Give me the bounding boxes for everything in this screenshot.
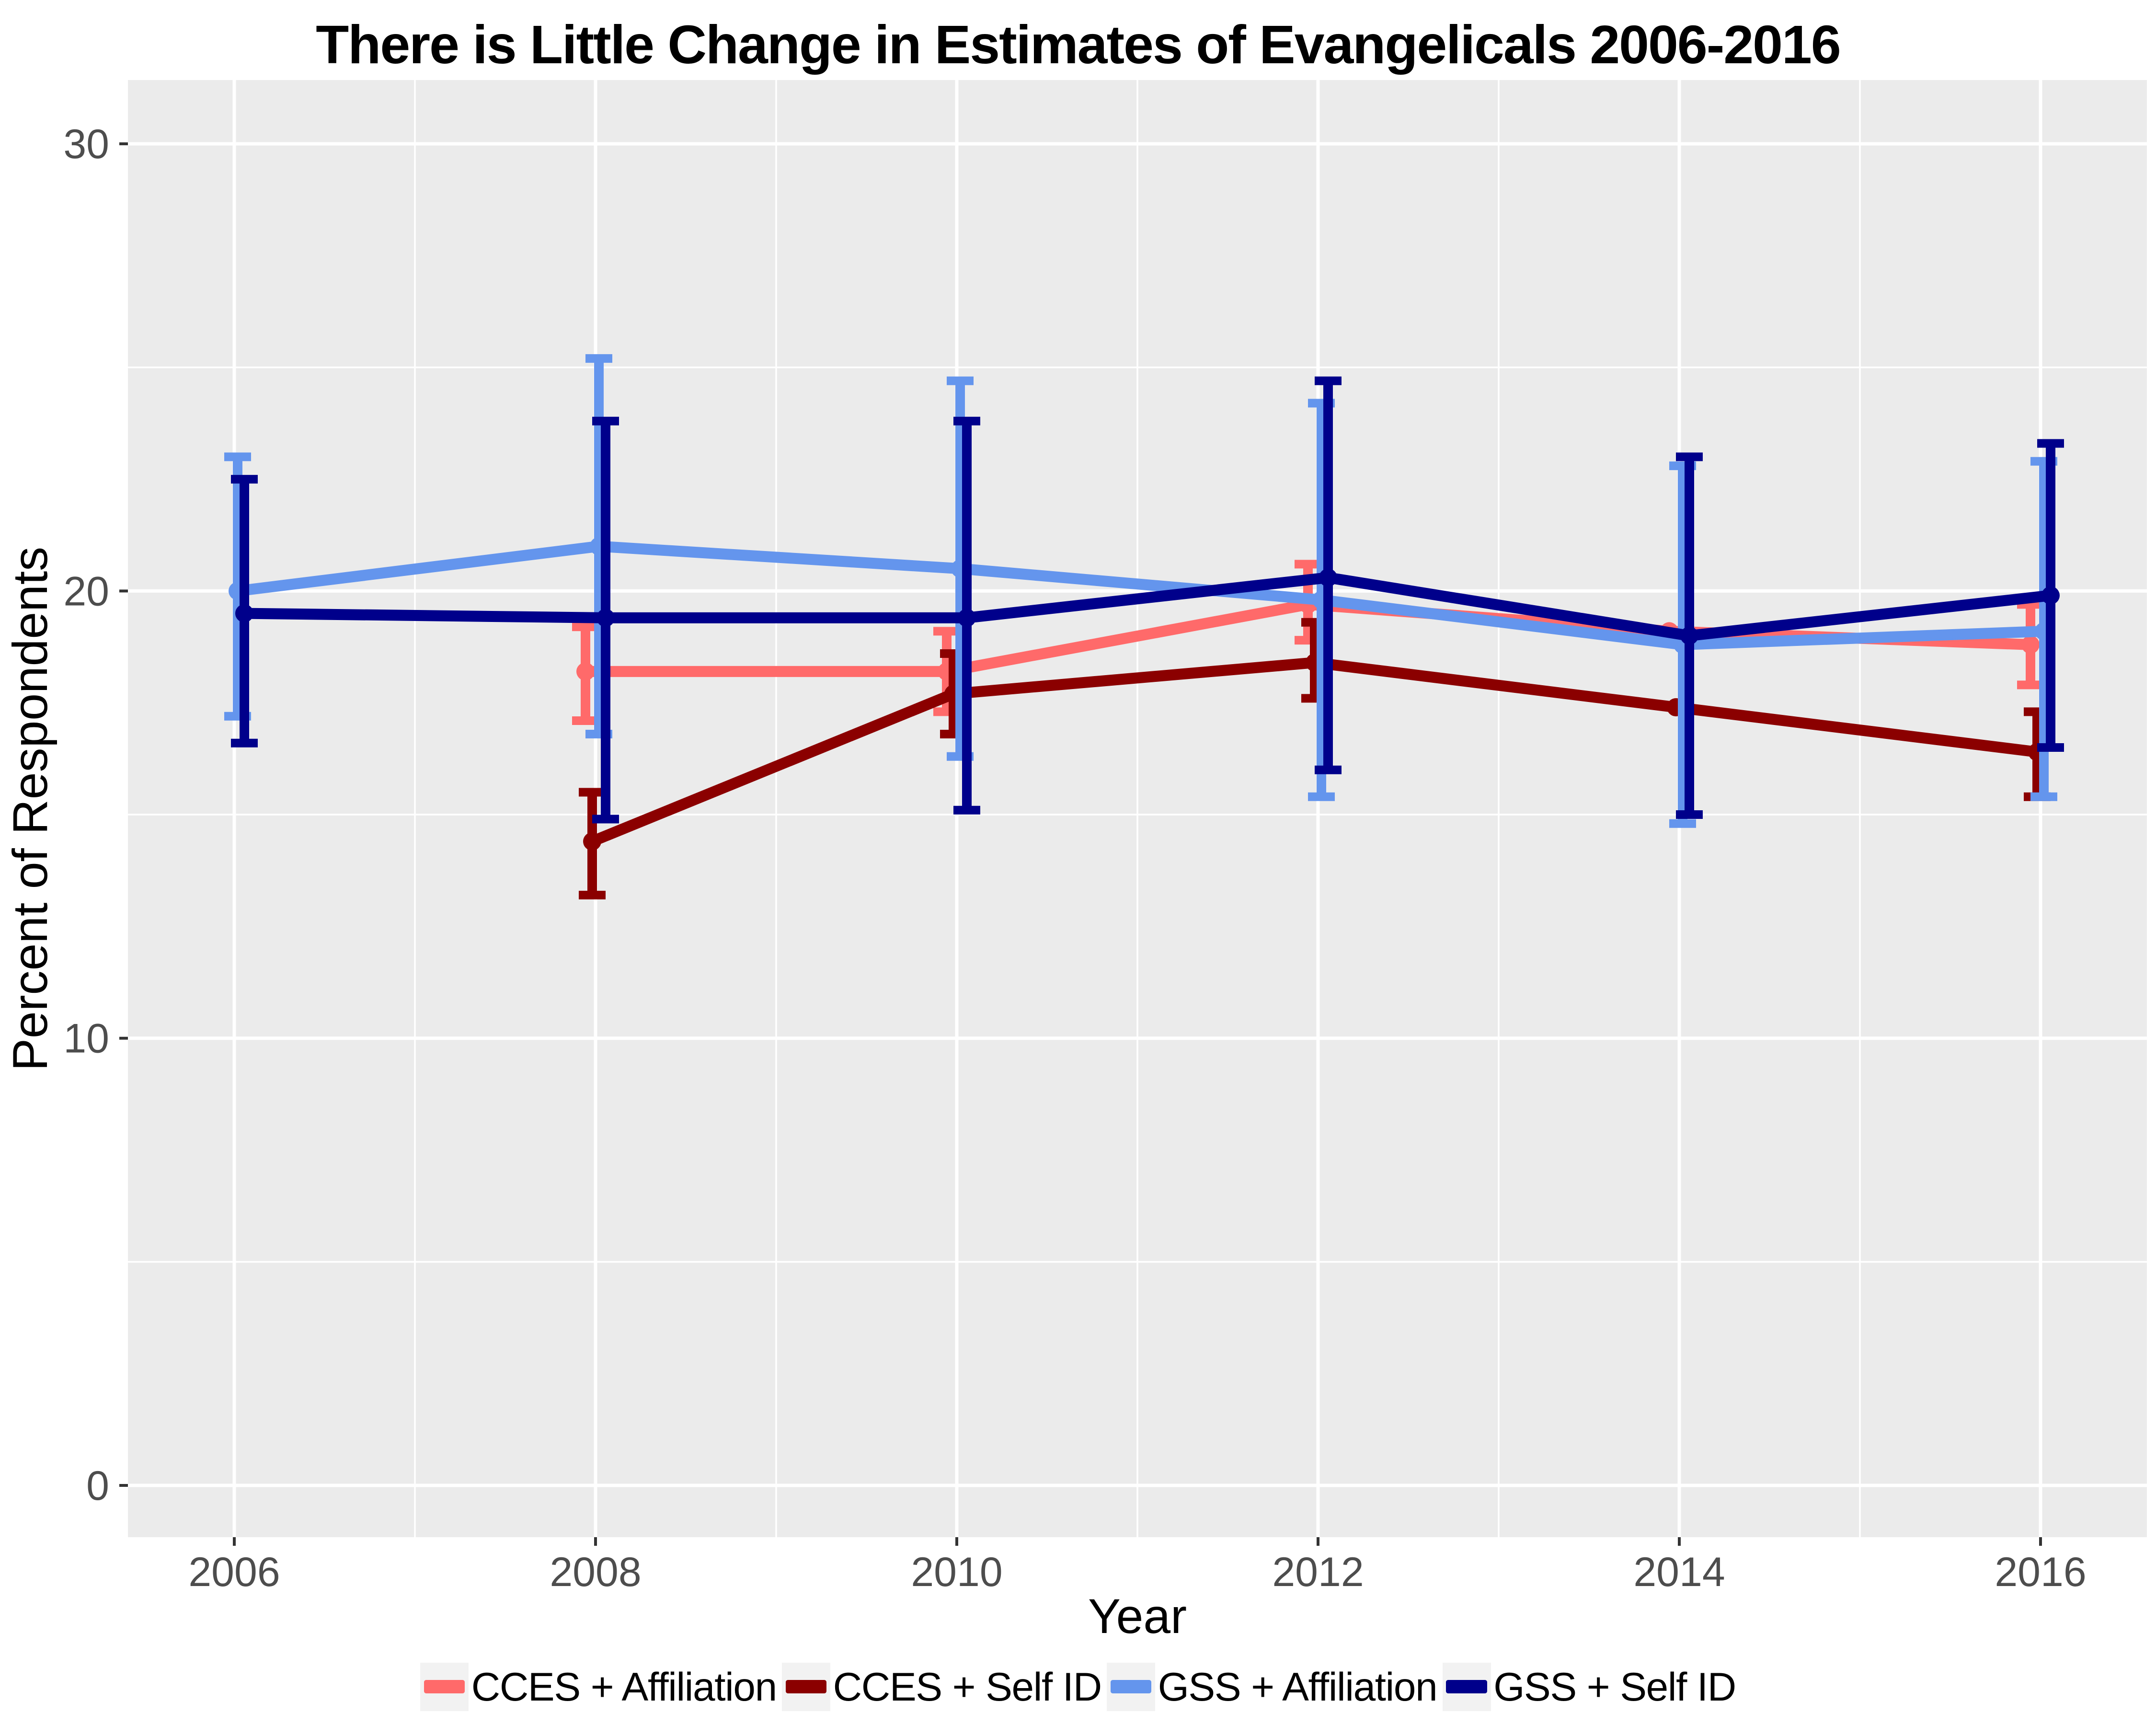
cces-self-id-color-swatch xyxy=(785,1680,827,1694)
legend-label: CCES + Affiliation xyxy=(471,1664,777,1709)
cces-affiliation-color-swatch xyxy=(424,1680,465,1694)
svg-text:0: 0 xyxy=(86,1463,109,1509)
legend-item-cces-affiliation: CCES + Affiliation xyxy=(420,1662,777,1711)
chart-title: There is Little Change in Estimates of E… xyxy=(316,14,1840,75)
legend-item-gss-affiliation: GSS + Affiliation xyxy=(1107,1662,1438,1711)
y-axis-title: Percent of Respondents xyxy=(3,547,57,1071)
x-axis-title: Year xyxy=(1088,1589,1187,1644)
svg-text:2006: 2006 xyxy=(188,1549,280,1595)
svg-text:2012: 2012 xyxy=(1272,1549,1364,1595)
legend-item-cces-self-id: CCES + Self ID xyxy=(782,1662,1102,1711)
svg-text:2010: 2010 xyxy=(911,1549,1002,1595)
svg-text:10: 10 xyxy=(63,1016,109,1062)
svg-text:2016: 2016 xyxy=(1995,1549,2086,1595)
svg-text:2014: 2014 xyxy=(1633,1549,1725,1595)
legend-key-box xyxy=(782,1662,831,1711)
legend-label: GSS + Affiliation xyxy=(1158,1664,1438,1709)
svg-text:2008: 2008 xyxy=(550,1549,641,1595)
chart-legend: CCES + Affiliation CCES + Self ID GSS + … xyxy=(0,1662,2156,1711)
gss-affiliation-color-swatch xyxy=(1110,1680,1152,1694)
legend-key-box xyxy=(420,1662,469,1711)
gss-self-id-color-swatch xyxy=(1446,1680,1487,1694)
legend-label: GSS + Self ID xyxy=(1493,1664,1736,1709)
legend-label: CCES + Self ID xyxy=(833,1664,1102,1709)
legend-item-gss-self-id: GSS + Self ID xyxy=(1442,1662,1736,1711)
legend-key-box xyxy=(1107,1662,1156,1711)
legend-key-box xyxy=(1442,1662,1491,1711)
svg-text:30: 30 xyxy=(63,121,109,167)
svg-text:20: 20 xyxy=(63,568,109,614)
